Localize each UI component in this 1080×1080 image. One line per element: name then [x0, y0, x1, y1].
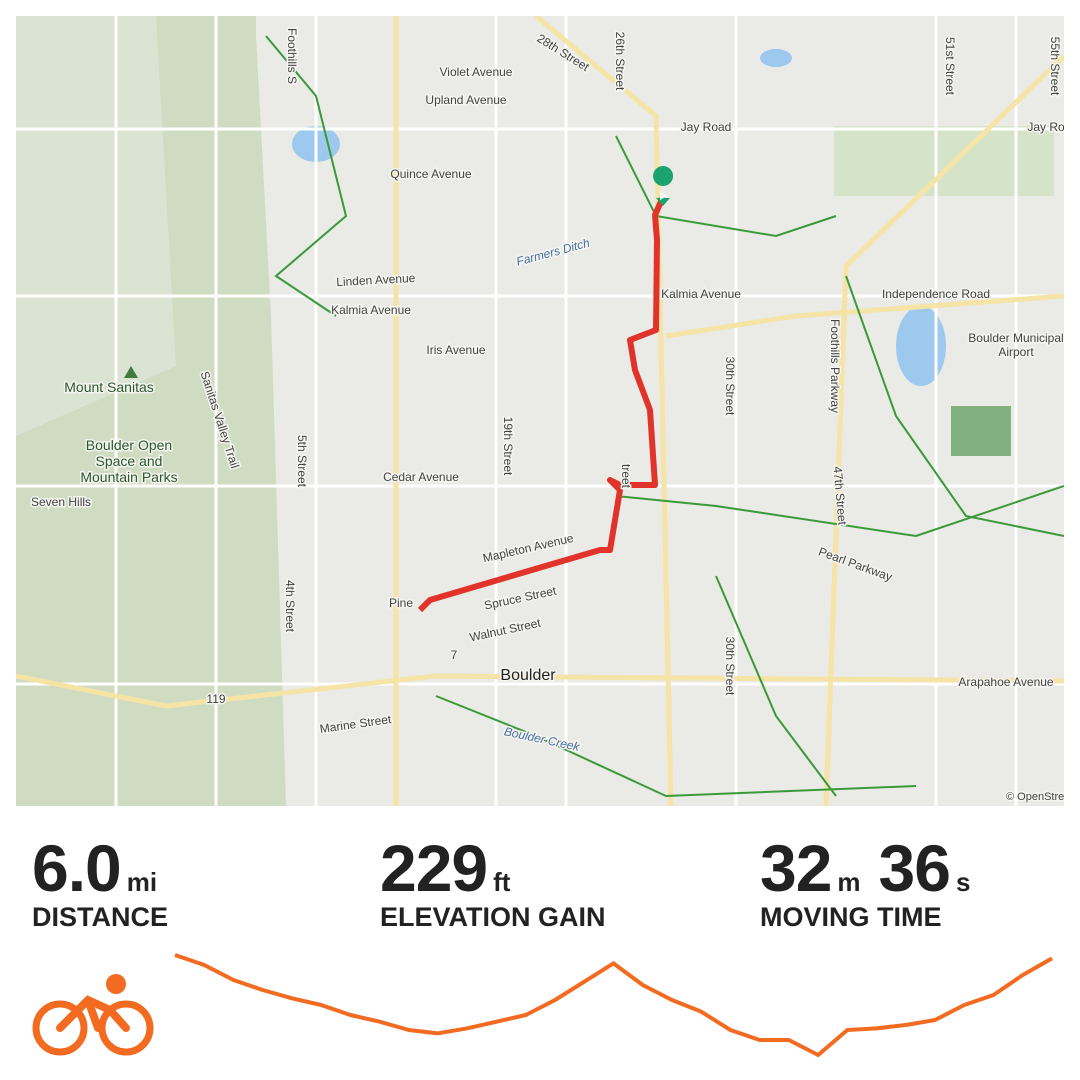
cycling-icon	[32, 974, 154, 1056]
stat-unit: ft	[493, 867, 511, 897]
map-label: 119	[206, 692, 225, 706]
stat-label: MOVING TIME	[760, 902, 942, 932]
stat-unit: m	[837, 867, 861, 897]
map-label: Mountain Parks	[80, 469, 177, 485]
stat-value: 36	[878, 831, 951, 905]
map-label: © OpenStreetMap	[1006, 791, 1064, 803]
stat-value-row: 32 m 36 s	[760, 830, 976, 906]
map-label: Foothills S	[285, 28, 299, 84]
map-label: 55th Street	[1048, 37, 1062, 96]
map-label: Boulder Municipal	[968, 331, 1063, 345]
stat: 229 ft ELEVATION GAIN	[380, 830, 606, 933]
map-label: Pine	[389, 596, 413, 610]
map-label: Kalmia Avenue	[661, 287, 741, 301]
map: Violet Avenue Upland Avenue Quince Avenue J…	[16, 16, 1064, 806]
map-label: 30th Street	[723, 637, 737, 696]
elevation-profile	[174, 953, 1053, 1057]
map-label: Airport	[998, 345, 1034, 359]
stat-label: ELEVATION GAIN	[380, 902, 606, 932]
map-label: Foothills Parkway	[828, 319, 842, 413]
map-label: Upland Avenue	[425, 93, 507, 107]
map-label: 30th Street	[723, 357, 737, 416]
stat: 32 m 36 s MOVING TIME	[760, 830, 976, 933]
stat-value: 32	[760, 831, 832, 905]
map-label: Violet Avenue	[440, 65, 513, 79]
elevation-line	[174, 953, 1053, 1057]
map-label: Space and	[96, 453, 163, 469]
map-label: Cedar Avenue	[383, 470, 459, 484]
stat-value-row: 6.0 mi	[32, 830, 168, 906]
map-label: Linden Avenue	[336, 271, 416, 289]
map-label: 51st Street	[943, 37, 957, 96]
map-label: Quince Avenue	[390, 167, 472, 181]
map-label: Kalmia Avenue	[331, 303, 411, 317]
map-label: Arapahoe Avenue	[958, 675, 1054, 689]
map-label: 4th Street	[283, 580, 297, 633]
stat-value: 6.0	[32, 831, 122, 905]
stat-value-row: 229 ft	[380, 830, 606, 906]
stat: 6.0 mi DISTANCE	[32, 830, 168, 933]
map-label: Independence Road	[882, 287, 990, 301]
map-label: 7	[451, 648, 458, 662]
stat-value: 229	[380, 831, 488, 905]
stat-unit: s	[955, 867, 971, 897]
stat-unit: mi	[126, 867, 158, 897]
map-label: Boulder Open	[86, 437, 172, 453]
map-label: Jay Ro	[1027, 120, 1064, 134]
map-label: Iris Avenue	[426, 343, 485, 357]
map-label: 26th Street	[613, 32, 627, 91]
map-label: Mount Sanitas	[64, 379, 154, 395]
map-label: 47th Street	[830, 466, 849, 526]
map-label: Boulder	[500, 667, 556, 684]
map-label: Seven Hills	[31, 495, 91, 509]
map-label: 19th Street	[501, 417, 515, 476]
map-label: treet	[619, 464, 633, 489]
map-label: Jay Road	[681, 120, 732, 134]
map-label: 5th Street	[295, 435, 309, 488]
stat-label: DISTANCE	[32, 902, 169, 932]
